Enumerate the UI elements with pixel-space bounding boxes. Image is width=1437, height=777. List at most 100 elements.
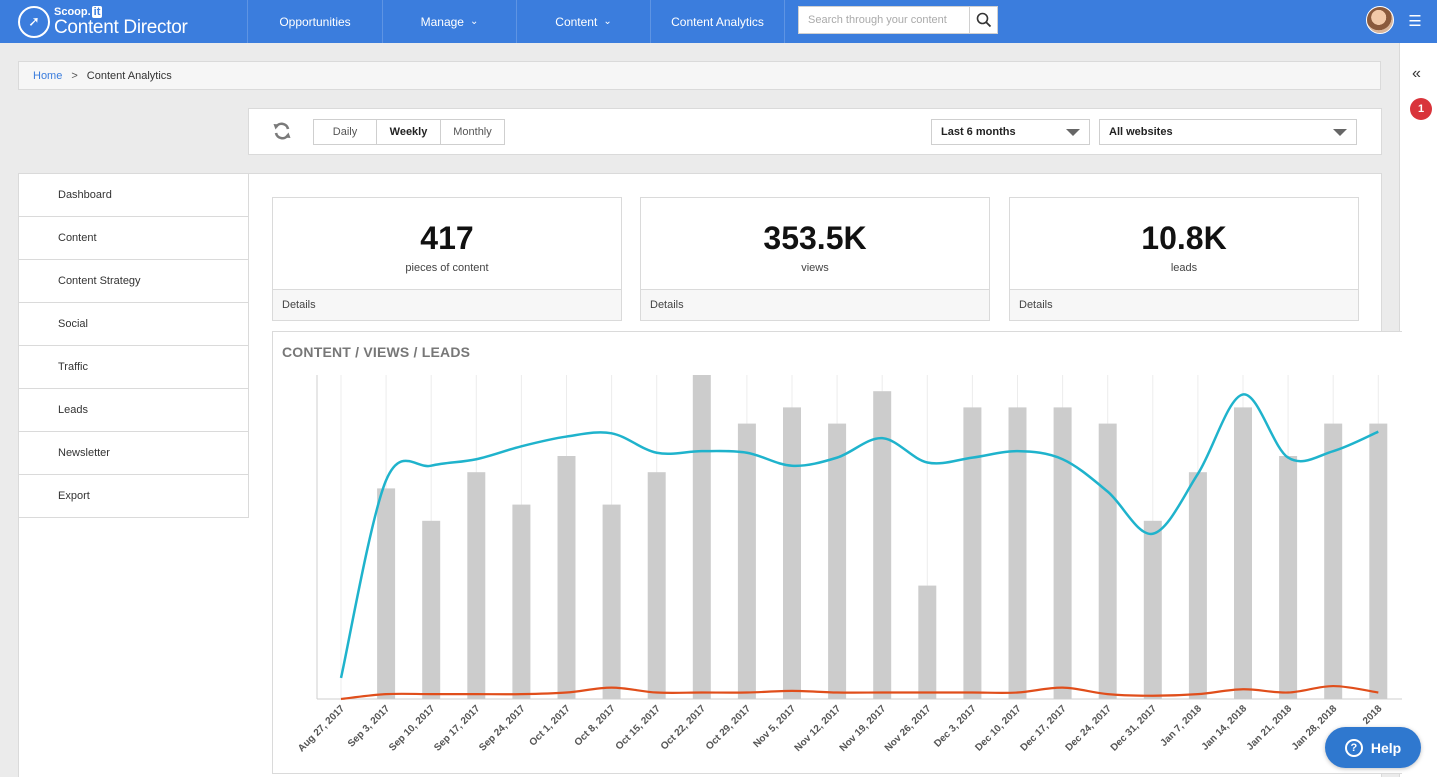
x-tick-label: Oct 15, 2017 <box>614 703 663 752</box>
chart-bar <box>1324 423 1343 699</box>
sidebar-item-dashboard[interactable]: Dashboard <box>19 174 249 217</box>
views-count-value: 353.5K <box>763 220 867 256</box>
sidebar-item-traffic[interactable]: Traffic <box>19 346 249 389</box>
x-tick-label: Nov 19, 2017 <box>838 703 889 754</box>
hamburger-icon[interactable]: ☰ <box>1408 13 1422 30</box>
caret-down-icon <box>1333 129 1347 136</box>
x-tick-label: Nov 12, 2017 <box>793 703 844 754</box>
chart-bar <box>1188 472 1207 699</box>
product-name: Content Director <box>54 16 188 38</box>
chart-bar <box>557 456 576 699</box>
period-switch: Daily Weekly Monthly <box>313 119 505 145</box>
nav-content[interactable]: Content ⌄ <box>517 0 651 43</box>
chart-bar <box>422 520 441 699</box>
leads-details-link[interactable]: Details <box>1010 289 1358 320</box>
leads-count-card: 10.8K leads Details <box>1009 197 1359 321</box>
x-tick-label: Oct 8, 2017 <box>573 703 618 748</box>
x-tick-label: Jan 14, 2018 <box>1200 703 1250 753</box>
x-tick-label: Sep 17, 2017 <box>432 703 483 754</box>
double-chevron-left-icon[interactable]: « <box>1412 65 1421 82</box>
sidebar-item-leads[interactable]: Leads <box>19 389 249 432</box>
chart-bar <box>377 488 396 699</box>
content-details-link[interactable]: Details <box>273 289 621 320</box>
chart-bar <box>873 391 892 699</box>
chart-bar <box>1053 407 1072 699</box>
breadcrumb-separator: > <box>71 69 78 82</box>
breadcrumb-current: Content Analytics <box>86 69 172 82</box>
help-button[interactable]: ? Help <box>1325 727 1421 768</box>
app-logo[interactable]: ➚ Scoop. it Content Director <box>0 0 248 43</box>
sidebar-item-newsletter[interactable]: Newsletter <box>19 432 249 475</box>
views-count-label: views <box>801 262 829 274</box>
chart-bar <box>602 504 621 699</box>
period-daily-button[interactable]: Daily <box>314 120 377 144</box>
x-tick-label: Jan 7, 2018 <box>1159 703 1205 749</box>
date-range-select[interactable]: Last 6 months <box>931 119 1090 145</box>
chart-bar <box>828 423 847 699</box>
search-button[interactable] <box>969 7 997 33</box>
breadcrumb: Home > Content Analytics <box>18 61 1381 90</box>
x-tick-label: 2018 <box>1361 703 1385 727</box>
sidebar-item-export[interactable]: Export <box>19 475 249 518</box>
website-select[interactable]: All websites <box>1099 119 1357 145</box>
x-tick-label: Dec 3, 2017 <box>932 703 979 750</box>
filter-toolbar: Daily Weekly Monthly Last 6 months All w… <box>248 108 1382 155</box>
x-tick-label: Dec 24, 2017 <box>1064 703 1115 754</box>
period-weekly-button[interactable]: Weekly <box>377 120 441 144</box>
x-tick-label: Nov 5, 2017 <box>751 703 798 750</box>
analytics-panel: Dashboard Content Content Strategy Socia… <box>18 173 1402 777</box>
chart-bar <box>692 375 711 699</box>
period-monthly-button[interactable]: Monthly <box>453 126 492 138</box>
nav-manage[interactable]: Manage ⌄ <box>383 0 517 43</box>
x-tick-label: Jan 21, 2018 <box>1245 703 1295 753</box>
x-tick-label: Sep 10, 2017 <box>387 703 438 754</box>
chart-bar <box>918 585 937 699</box>
chart-bar <box>783 407 801 699</box>
search-input[interactable] <box>799 7 969 33</box>
views-line <box>339 393 1379 679</box>
notification-badge[interactable]: 1 <box>1410 98 1432 120</box>
chevron-down-icon: ⌄ <box>469 16 479 27</box>
views-count-card: 353.5K views Details <box>640 197 990 321</box>
refresh-icon[interactable] <box>271 120 293 142</box>
magnifier-icon <box>976 12 991 28</box>
x-tick-label: Oct 29, 2017 <box>704 703 753 752</box>
x-tick-label: Sep 3, 2017 <box>346 703 393 750</box>
x-tick-label: Oct 1, 2017 <box>527 703 572 748</box>
chart-bar <box>1098 423 1117 699</box>
chart-title: CONTENT / VIEWS / LEADS <box>282 344 471 360</box>
right-rail: « 1 <box>1399 43 1437 777</box>
nav-opportunities[interactable]: Opportunities <box>248 0 383 43</box>
sidebar-item-content[interactable]: Content <box>19 217 249 260</box>
analytics-sidebar: Dashboard Content Content Strategy Socia… <box>19 174 249 518</box>
chart-bar <box>512 504 531 699</box>
chart-bar <box>647 472 666 699</box>
user-avatar[interactable] <box>1366 6 1394 34</box>
x-tick-label: Nov 26, 2017 <box>883 703 934 754</box>
content-count-card: 417 pieces of content Details <box>272 197 622 321</box>
chart-bar <box>1008 407 1027 699</box>
sidebar-item-social[interactable]: Social <box>19 303 249 346</box>
chart-bar <box>1369 423 1388 699</box>
search-bar <box>798 6 998 34</box>
content-count-label: pieces of content <box>405 262 489 274</box>
views-details-link[interactable]: Details <box>641 289 989 320</box>
breadcrumb-home-link[interactable]: Home <box>33 69 63 82</box>
leads-count-value: 10.8K <box>1141 220 1227 256</box>
nav-content-analytics[interactable]: Content Analytics <box>651 0 785 43</box>
chart-bar <box>1279 456 1298 699</box>
sidebar-item-content-strategy[interactable]: Content Strategy <box>19 260 249 303</box>
x-tick-label: Dec 10, 2017 <box>973 703 1024 754</box>
chevron-down-icon: ⌄ <box>603 16 612 27</box>
top-navigation-bar: ➚ Scoop. it Content Director Opportunitie… <box>0 0 1437 43</box>
chart-bar <box>1143 520 1162 699</box>
chart-bar <box>1234 407 1252 699</box>
content-count-value: 417 <box>420 220 474 256</box>
chart-bar <box>963 407 982 699</box>
chart-bar <box>467 472 486 699</box>
x-tick-label: Oct 22, 2017 <box>659 703 708 752</box>
x-tick-label: Aug 27, 2017 <box>296 703 347 754</box>
leads-line <box>340 684 1379 701</box>
x-tick-label: Sep 24, 2017 <box>477 703 528 754</box>
